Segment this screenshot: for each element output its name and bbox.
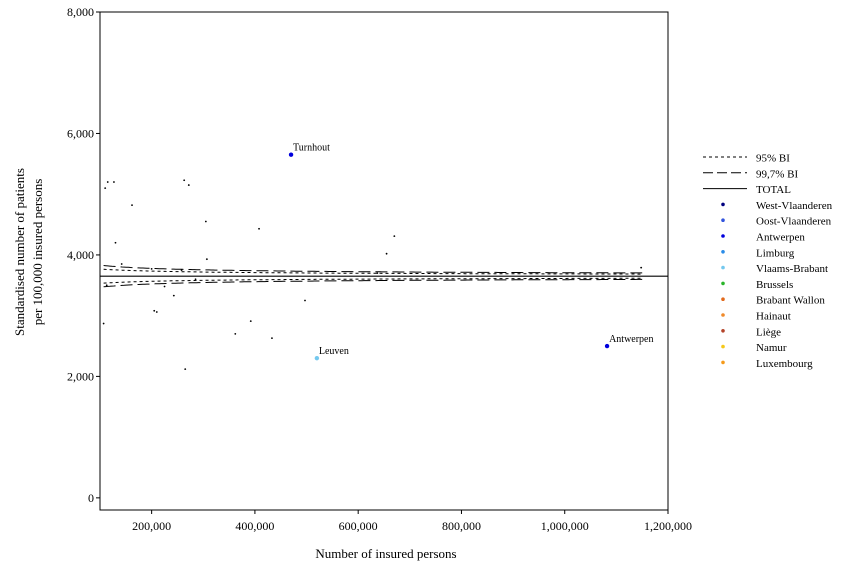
data-point	[249, 320, 252, 323]
legend-marker	[721, 202, 725, 207]
data-point	[258, 227, 260, 230]
y-tick-label: 8,000	[67, 5, 94, 19]
data-point	[271, 337, 273, 340]
x-tick-label: 1,200,000	[644, 519, 692, 533]
x-axis: 200,000 400,000 600,000 800,000 1,000,000 1,2…	[132, 510, 692, 533]
labeled-point	[288, 152, 294, 157]
legend-marker	[721, 329, 725, 333]
point-label: Antwerpen	[609, 334, 653, 345]
legend-marker	[721, 265, 725, 270]
data-point	[163, 285, 166, 288]
data-point	[180, 269, 183, 272]
y-axis-title-line-2: per 100,000 insured persons	[30, 179, 45, 326]
point-label: Turnhout	[293, 143, 330, 154]
data-point	[393, 235, 396, 238]
x-tick-label: 600,000	[339, 519, 378, 533]
legend: 95% BI 99,7% BI TOTAL West-Vlaanderen Oost-V…	[703, 153, 833, 370]
legend-label: Liège	[756, 326, 781, 338]
x-axis-title: Number of insured persons	[315, 546, 456, 561]
plot-frame	[99, 11, 669, 511]
legend-label: Antwerpen	[756, 232, 805, 244]
data-point	[376, 272, 379, 275]
legend-label: TOTAL	[756, 184, 791, 196]
data-point	[184, 368, 187, 371]
legend-marker	[721, 281, 725, 286]
upper-99-7-limit-line	[103, 265, 643, 274]
data-point	[234, 332, 237, 335]
data-point	[150, 267, 153, 270]
data-point	[304, 299, 306, 302]
data-point	[640, 266, 643, 269]
lower-99-7-limit-line	[103, 278, 643, 288]
legend-label: Luxembourg	[756, 358, 813, 370]
labeled-point	[604, 343, 610, 349]
data-point	[102, 322, 105, 325]
data-point	[105, 284, 108, 287]
data-point	[106, 181, 109, 183]
data-point	[104, 187, 107, 190]
x-tick-label: 800,000	[442, 519, 481, 533]
legend-marker	[721, 297, 725, 302]
data-point	[114, 241, 117, 244]
legend-label: West-Vlaanderen	[756, 200, 833, 212]
legend-label: Vlaams-Brabant	[756, 263, 828, 275]
legend-label: Brussels	[756, 279, 793, 291]
point-label: Leuven	[319, 346, 349, 357]
legend-label: 95% BI	[756, 153, 790, 165]
legend-label: Limburg	[756, 247, 795, 259]
data-point	[153, 309, 156, 312]
y-axis-title-line-1: Standardised number of patients	[12, 168, 27, 336]
y-axis: 0 2,000 4,000 6,000 8,000	[67, 5, 100, 505]
legend-marker	[721, 313, 725, 317]
legend-label: Namur	[756, 342, 787, 354]
lower-95-limit-line	[103, 277, 643, 284]
legend-label: Oost-Vlaanderen	[756, 216, 832, 228]
point-labels: Turnhout Leuven Antwerpen	[293, 143, 653, 357]
legend-marker	[721, 344, 725, 349]
data-point	[113, 181, 115, 183]
legend-marker	[721, 360, 725, 365]
data-point	[205, 258, 208, 261]
y-tick-label: 6,000	[67, 126, 94, 140]
y-tick-label: 0	[88, 491, 94, 505]
data-point	[194, 278, 197, 281]
data-point	[172, 294, 175, 297]
data-point	[204, 220, 207, 223]
x-tick-label: 400,000	[235, 519, 274, 533]
y-tick-label: 2,000	[67, 369, 94, 383]
legend-marker	[721, 218, 725, 222]
data-point	[385, 252, 388, 255]
y-tick-label: 4,000	[67, 248, 94, 262]
legend-marker	[721, 250, 725, 254]
data-point	[120, 263, 123, 265]
data-point	[183, 179, 186, 182]
legend-label: Brabant Wallon	[756, 295, 825, 307]
labeled-point	[314, 355, 320, 361]
legend-marker	[721, 234, 725, 238]
legend-label: Hainaut	[756, 311, 791, 323]
data-points	[102, 152, 643, 371]
upper-95-limit-line	[103, 268, 643, 275]
legend-label: 99,7% BI	[756, 168, 799, 180]
x-tick-label: 200,000	[132, 519, 171, 533]
data-point	[155, 311, 158, 313]
data-point	[187, 184, 190, 186]
x-tick-label: 1,000,000	[541, 519, 589, 533]
data-point	[131, 204, 133, 207]
